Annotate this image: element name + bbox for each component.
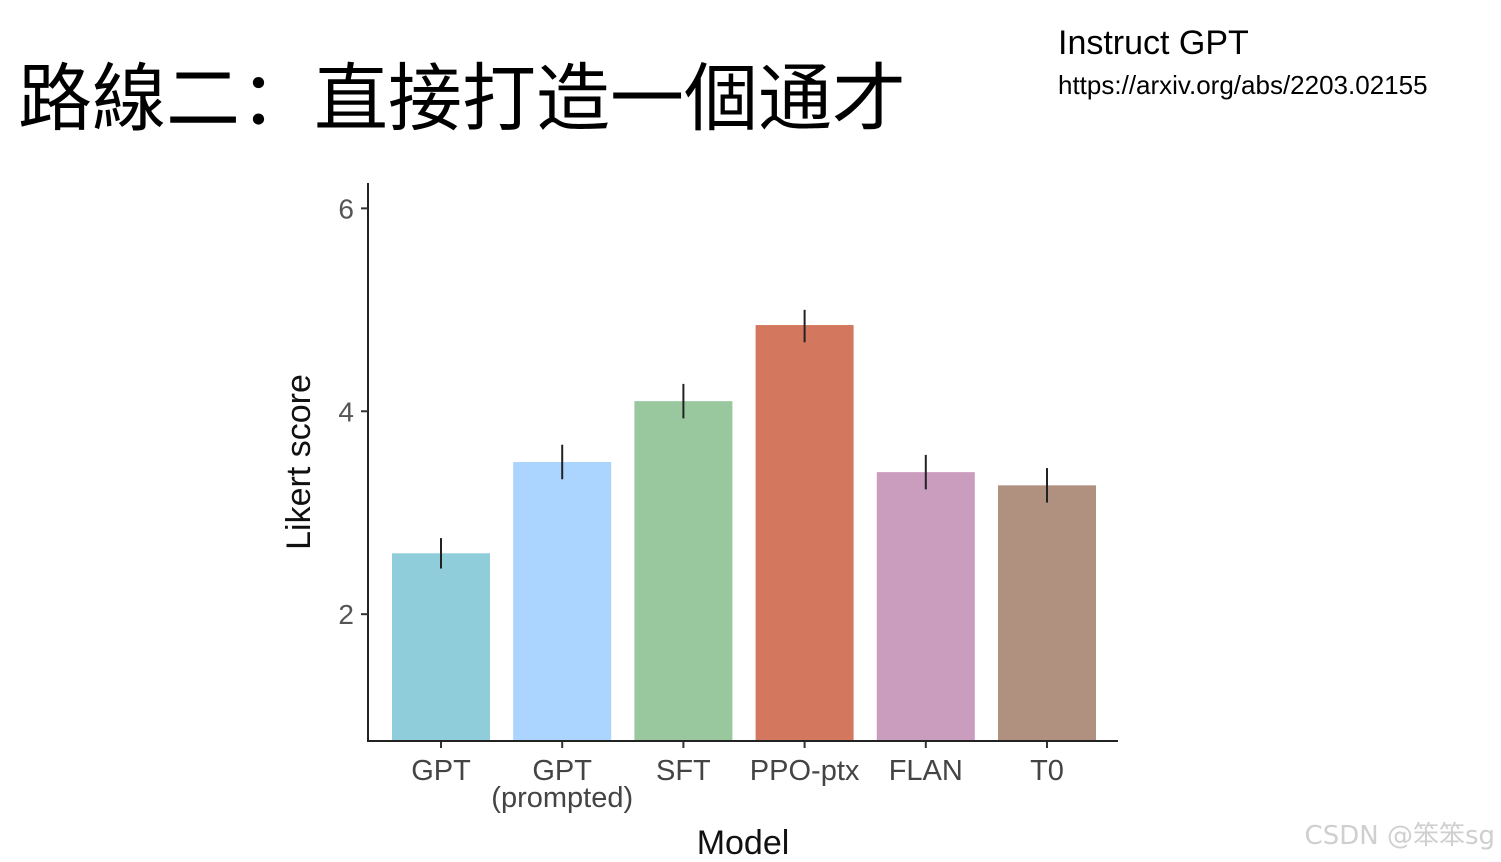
- reference-url: https://arxiv.org/abs/2203.02155: [1058, 70, 1428, 100]
- bar-4: [876, 472, 975, 741]
- x-tick-label-2: SFT: [656, 755, 711, 787]
- labels-layer: GPT GPT(prompted)SFT PPO-ptx FLAN T0246Model…: [280, 193, 1064, 862]
- x-tick-label-1: GPT: [532, 755, 592, 787]
- bar-3: [755, 325, 854, 741]
- slide-title: 路線二：直接打造一個通才: [18, 56, 906, 142]
- bar-2: [634, 401, 733, 741]
- x-tick-label-5: T0: [1030, 755, 1064, 787]
- reference-title: Instruct GPT: [1058, 24, 1249, 62]
- x-tick-label-0: GPT: [411, 755, 471, 787]
- bar-0: [392, 553, 490, 741]
- y-tick-label-0: 2: [338, 599, 354, 630]
- watermark: CSDN @笨笨sg: [1304, 821, 1495, 851]
- x-tick-label-3: PPO-ptx: [750, 755, 860, 787]
- axes-layer: [361, 183, 1118, 748]
- x-axis-title: Model: [697, 824, 790, 862]
- y-tick-label-1: 4: [338, 396, 354, 427]
- x-tick-label-4: FLAN: [889, 755, 963, 787]
- y-axis-title: Likert score: [280, 374, 318, 550]
- x-tick-label-1-line1: (prompted): [491, 782, 633, 814]
- y-tick-label-2: 6: [338, 193, 354, 224]
- bars-layer: [392, 325, 1096, 741]
- bar-5: [998, 485, 1096, 741]
- error-bars-layer: [440, 309, 1048, 569]
- bar-1: [513, 462, 612, 741]
